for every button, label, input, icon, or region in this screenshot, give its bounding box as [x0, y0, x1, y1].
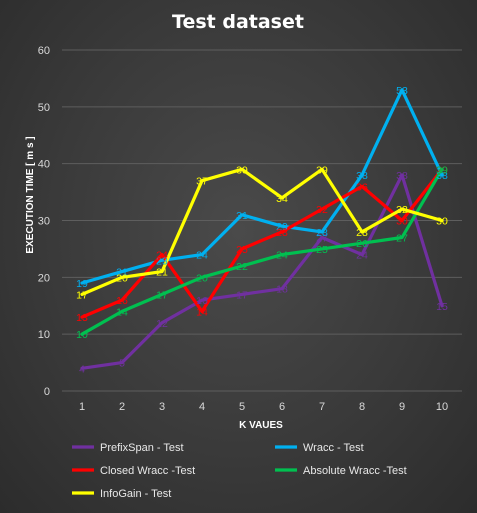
data-label: 4: [79, 363, 85, 375]
x-tick-label: 1: [79, 401, 85, 413]
data-label: 28: [276, 227, 288, 239]
x-tick-label: 2: [119, 401, 125, 413]
data-label: 20: [196, 272, 208, 284]
data-label: 28: [316, 227, 328, 239]
data-label: 38: [436, 170, 448, 182]
y-axis-ticks: 0 10 20 30 40 50 60: [38, 45, 50, 398]
data-label: 17: [156, 289, 168, 301]
y-tick-label: 0: [44, 386, 50, 398]
x-axis-label: K VAUES: [239, 420, 283, 431]
y-axis-label: EXECUTION TIME [ m s ]: [25, 136, 36, 253]
data-label: 34: [276, 193, 288, 205]
data-label: 36: [356, 181, 368, 193]
data-label: 5: [119, 358, 125, 370]
data-label: 12: [156, 318, 168, 330]
data-label: 39: [316, 164, 328, 176]
data-label: 38: [396, 170, 408, 182]
data-label: 31: [236, 210, 248, 222]
data-label: 16: [116, 295, 128, 307]
data-label: 30: [396, 216, 408, 228]
x-tick-label: 6: [279, 401, 285, 413]
legend: PrefixSpan - Test Wracc - Test Closed Wrac…: [72, 442, 407, 500]
data-label: 27: [396, 233, 408, 245]
x-tick-label: 3: [159, 401, 165, 413]
series-lines: [80, 88, 444, 370]
series-line: [80, 167, 444, 319]
data-label: 19: [76, 278, 88, 290]
data-label: 24: [356, 250, 368, 262]
data-label: 39: [436, 164, 448, 176]
data-label: 26: [356, 238, 368, 250]
legend-label: Wracc - Test: [303, 442, 364, 454]
data-label: 37: [196, 176, 208, 188]
data-label: 14: [116, 306, 128, 318]
legend-label: InfoGain - Test: [100, 488, 171, 500]
data-label: 24: [156, 250, 168, 262]
series-line: [80, 167, 444, 336]
y-tick-label: 60: [38, 45, 50, 57]
data-label: 10: [76, 329, 88, 341]
x-axis-ticks: 1 2 3 4 5 6 7 8 9 10: [79, 401, 448, 413]
x-tick-label: 7: [319, 401, 325, 413]
x-tick-label: 8: [359, 401, 365, 413]
data-label: 21: [156, 267, 168, 279]
data-label: 18: [276, 284, 288, 296]
series-line: [80, 88, 444, 285]
legend-label: PrefixSpan - Test: [100, 442, 184, 454]
data-label: 21: [116, 267, 128, 279]
data-label: 24: [276, 250, 288, 262]
data-label: 27: [316, 233, 328, 245]
data-label: 24: [196, 250, 208, 262]
data-label: 20: [116, 272, 128, 284]
data-label: 15: [436, 301, 448, 313]
data-label: 53: [396, 85, 408, 97]
x-tick-label: 4: [199, 401, 205, 413]
data-label: 16: [196, 295, 208, 307]
data-label: 32: [316, 204, 328, 216]
legend-label: Absolute Wracc -Test: [303, 465, 407, 477]
data-label: 28: [356, 227, 368, 239]
data-label: 39: [236, 164, 248, 176]
series-line: [80, 173, 444, 370]
y-tick-label: 40: [38, 159, 50, 171]
x-tick-label: 5: [239, 401, 245, 413]
x-tick-label: 9: [399, 401, 405, 413]
data-label: 29: [276, 221, 288, 233]
data-label: 30: [436, 216, 448, 228]
data-label: 17: [76, 289, 88, 301]
y-tick-label: 50: [38, 102, 50, 114]
series-line: [80, 167, 444, 296]
data-label: 22: [236, 261, 248, 273]
chart-title: Test dataset: [172, 11, 304, 33]
x-tick-label: 10: [436, 401, 448, 413]
y-tick-label: 30: [38, 216, 50, 228]
data-label: 17: [236, 289, 248, 301]
data-label: 13: [76, 312, 88, 324]
data-label: 25: [316, 244, 328, 256]
data-label: 38: [356, 170, 368, 182]
data-label: 39: [436, 164, 448, 176]
data-label: 14: [196, 306, 208, 318]
data-label: 23: [156, 255, 168, 267]
legend-label: Closed Wracc -Test: [100, 465, 195, 477]
y-tick-label: 10: [38, 329, 50, 341]
data-label: 25: [236, 244, 248, 256]
data-label: 32: [396, 204, 408, 216]
y-tick-label: 20: [38, 272, 50, 284]
